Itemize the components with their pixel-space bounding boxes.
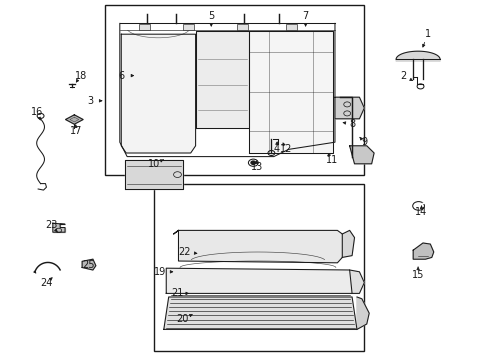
- Text: 24: 24: [40, 278, 53, 288]
- Bar: [139, 24, 150, 30]
- Polygon shape: [124, 160, 183, 189]
- Text: 8: 8: [348, 119, 354, 129]
- Polygon shape: [195, 31, 249, 128]
- Text: 10: 10: [147, 159, 160, 169]
- Polygon shape: [356, 297, 368, 329]
- Text: 21: 21: [170, 288, 183, 298]
- Text: 1: 1: [424, 29, 430, 39]
- Text: 25: 25: [81, 260, 94, 270]
- Polygon shape: [166, 268, 351, 293]
- Polygon shape: [349, 146, 373, 164]
- Text: 6: 6: [118, 71, 124, 81]
- Text: 3: 3: [87, 96, 93, 106]
- Polygon shape: [342, 230, 354, 257]
- Text: 20: 20: [176, 314, 188, 324]
- Text: 2: 2: [400, 71, 406, 81]
- Polygon shape: [395, 51, 439, 61]
- Polygon shape: [82, 259, 96, 270]
- Bar: [154, 184, 364, 351]
- Polygon shape: [249, 31, 332, 153]
- Text: 13: 13: [250, 162, 263, 172]
- Text: 15: 15: [411, 270, 424, 280]
- Text: 18: 18: [74, 71, 87, 81]
- Polygon shape: [412, 243, 433, 259]
- Text: 4: 4: [273, 144, 279, 154]
- Text: 17: 17: [69, 126, 82, 136]
- Bar: [105, 5, 364, 175]
- Text: 5: 5: [208, 11, 214, 21]
- Text: 7: 7: [302, 11, 308, 21]
- Text: 9: 9: [361, 137, 366, 147]
- Text: 14: 14: [414, 207, 427, 217]
- Text: 19: 19: [154, 267, 166, 277]
- Text: 16: 16: [30, 107, 43, 117]
- Polygon shape: [173, 230, 342, 263]
- Text: 23: 23: [45, 220, 58, 230]
- Bar: [285, 24, 296, 30]
- Polygon shape: [349, 270, 364, 293]
- Bar: [183, 24, 194, 30]
- Bar: [237, 24, 247, 30]
- Text: 12: 12: [279, 144, 292, 154]
- Text: 22: 22: [178, 247, 191, 257]
- Polygon shape: [53, 223, 65, 232]
- Polygon shape: [163, 297, 356, 329]
- Polygon shape: [121, 34, 195, 153]
- Text: 11: 11: [325, 155, 338, 165]
- Polygon shape: [65, 115, 83, 124]
- Circle shape: [250, 161, 255, 165]
- Polygon shape: [334, 97, 364, 119]
